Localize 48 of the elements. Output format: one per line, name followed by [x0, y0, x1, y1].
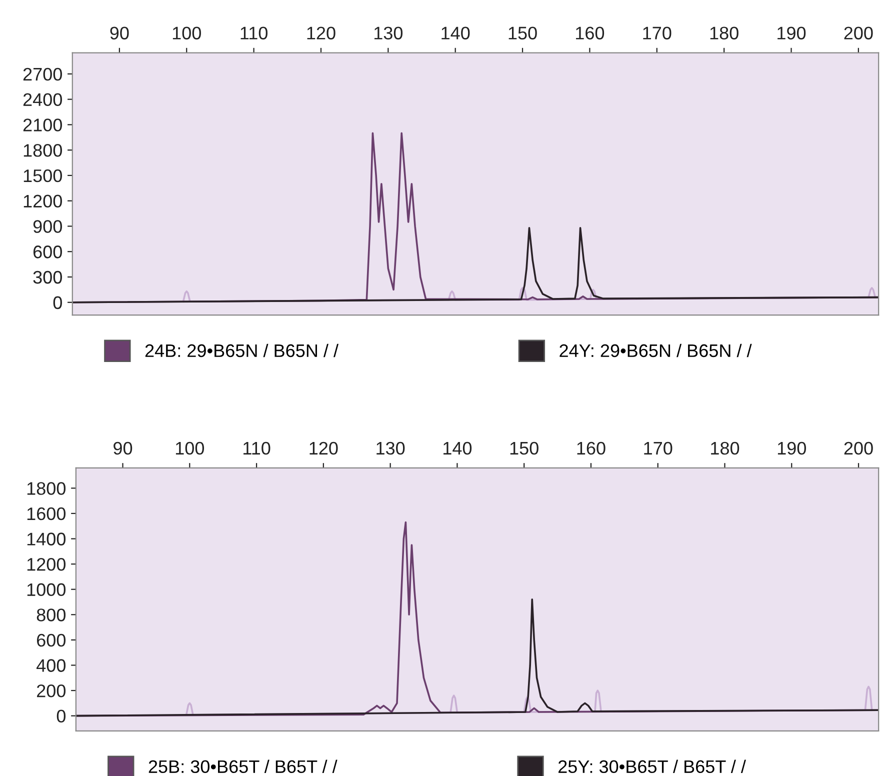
y-tick-label: 400	[36, 659, 66, 672]
y-tick-label: 600	[37, 634, 66, 647]
x-tick-label: 130	[376, 442, 405, 455]
x-tick-label: 180	[711, 442, 740, 455]
y-tick-label: 1400	[27, 532, 66, 546]
x-tick-label: 100	[176, 442, 204, 455]
x-tick-label: 200	[844, 26, 873, 40]
y-tick-label: 2100	[23, 118, 62, 132]
x-tick-label: 200	[844, 442, 873, 455]
y-tick-label: 2700	[23, 68, 62, 81]
y-tick-label: 600	[33, 246, 62, 258]
x-tick-label: 120	[307, 26, 336, 40]
x-tick-label: 190	[778, 26, 806, 40]
x-tick-label: 110	[240, 26, 268, 40]
y-tick-label: 800	[36, 608, 66, 622]
y-tick-label: 0	[56, 710, 66, 723]
y-tick-label: 1000	[27, 583, 66, 596]
legend-label: 24B: 29•B65N / B65N / /	[145, 344, 339, 358]
y-tick-label: 1200	[24, 194, 62, 208]
x-tick-label: 140	[444, 442, 472, 455]
y-tick-label: 2400	[23, 93, 62, 106]
x-tick-label: 190	[778, 442, 806, 455]
x-tick-label: 140	[442, 26, 470, 40]
y-tick-label: 1500	[24, 169, 62, 182]
x-tick-label: 90	[110, 26, 129, 40]
x-tick-label: 160	[577, 442, 606, 455]
y-tick-label: 300	[33, 270, 62, 284]
x-tick-label: 130	[374, 26, 403, 40]
x-tick-label: 90	[114, 442, 132, 455]
x-tick-label: 150	[508, 26, 537, 40]
legend-label: 24Y: 29•B65N / B65N / /	[560, 344, 752, 358]
x-tick-label: 110	[244, 442, 270, 455]
y-tick-label: 1800	[27, 482, 66, 495]
legend-label: 25B: 30•B65T / B65T / /	[148, 760, 338, 774]
y-tick-label: 900	[33, 220, 62, 233]
y-tick-label: 1800	[24, 144, 62, 157]
y-tick-label: 200	[37, 684, 66, 698]
x-tick-label: 160	[576, 26, 604, 40]
x-tick-label: 180	[710, 26, 738, 40]
x-tick-label: 170	[644, 442, 672, 455]
y-tick-label: 1600	[27, 507, 66, 520]
x-tick-label: 100	[172, 26, 201, 40]
y-tick-label: 1200	[27, 558, 66, 571]
legend-label: 25Y: 30•B65T / B65T / /	[558, 760, 746, 774]
x-tick-label: 120	[310, 442, 338, 455]
x-tick-label: 150	[510, 442, 538, 455]
y-tick-label: 0	[53, 296, 62, 310]
x-tick-label: 170	[643, 26, 672, 40]
